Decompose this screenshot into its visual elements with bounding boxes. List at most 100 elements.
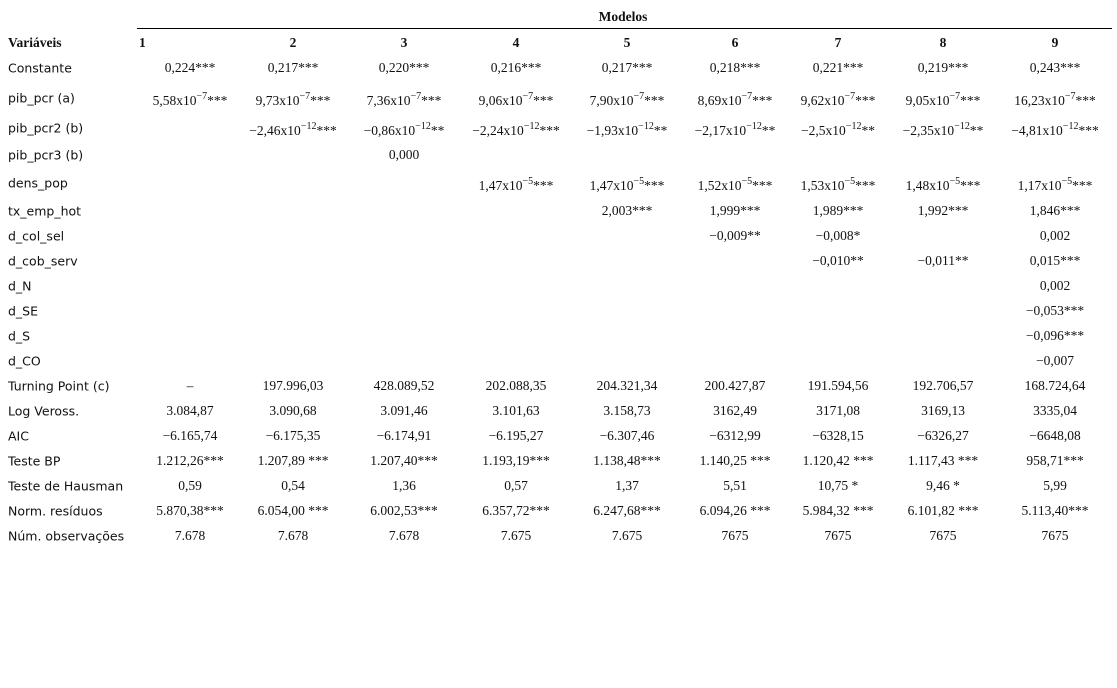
row-label: d_S [8,328,31,344]
significance: ** [761,123,776,138]
significance: *** [310,93,331,108]
column-header: 3 [400,35,408,50]
cell: 0,57 [504,478,528,493]
cell: 0,220*** [378,60,430,75]
exponent: −5 [949,176,961,187]
cell: −6312,99 [709,428,761,443]
cell: 1,36 [392,478,416,493]
exponent: −12 [954,121,970,132]
cell: 9,62x10−7*** [801,91,876,109]
cell: 5.870,38*** [156,503,224,518]
cell: 0,217*** [267,60,319,75]
exponent: −7 [844,91,856,102]
exponent: −7 [196,91,208,102]
row-label: Núm. observações [8,528,125,544]
cell: 5,58x10−7*** [153,91,228,109]
cell: −1,93x10−12** [587,121,668,139]
cell: 1.140,25 *** [699,453,771,468]
significance: *** [421,93,442,108]
cell: 204.321,34 [596,378,658,393]
significance: *** [1075,93,1096,108]
cell: 6.101,82 *** [907,503,979,518]
cell: 3.084,87 [166,403,214,418]
significance: ** [969,123,984,138]
row-label: d_N [8,278,32,294]
cell: 0,243*** [1029,60,1081,75]
significance: *** [207,93,228,108]
column-header: 5 [623,35,631,50]
cell: −0,010** [812,253,864,268]
column-header: Variáveis [8,35,62,50]
significance: *** [752,93,773,108]
cell: −6.174,91 [376,428,432,443]
cell: 6.002,53*** [370,503,438,518]
exponent: −12 [845,121,862,132]
cell: −2,35x10−12** [903,121,984,139]
cell: 3169,13 [921,403,965,418]
cell: 192.706,57 [912,378,974,393]
cell: 958,71*** [1026,453,1084,468]
cell: 1,37 [615,478,639,493]
cell: 8,69x10−7*** [698,91,773,109]
coefficient: −2,17x10 [694,123,747,138]
cell: −6.175,35 [265,428,321,443]
coefficient: −2,5x10 [801,123,846,138]
exponent: −5 [741,176,753,187]
coefficient: 16,23x10 [1014,93,1065,108]
exponent: −5 [1061,176,1073,187]
significance: *** [1078,123,1099,138]
cell: 1.138,48*** [593,453,661,468]
cell: 7.678 [388,528,420,543]
cell: −0,007 [1036,353,1074,368]
coefficient: 1,47x10 [589,178,634,193]
cell: 1.117,43 *** [907,453,979,468]
cell: 1,999*** [709,203,761,218]
cell: 1,53x10−5*** [801,176,876,194]
row-label: Log Veross. [8,403,80,419]
cell: 1,992*** [917,203,969,218]
cell: 16,23x10−7*** [1014,91,1096,109]
column-header: 6 [731,35,739,50]
coefficient: 5,58x10 [152,93,197,108]
cell: 5,99 [1043,478,1067,493]
coefficient: 1,17x10 [1017,178,1062,193]
significance: ** [653,123,668,138]
cell: 6.094,26 *** [699,503,771,518]
row-label: d_CO [8,353,41,369]
exponent: −7 [522,91,534,102]
cell: 3171,08 [816,403,860,418]
cell: 1,48x10−5*** [906,176,981,194]
cell: −0,009** [709,228,761,243]
cell: −0,011** [917,253,969,268]
coefficient: −1,93x10 [586,123,639,138]
cell: 0,224*** [164,60,216,75]
cell: 3335,04 [1033,403,1077,418]
cell: 0,002 [1039,278,1071,293]
cell: 1,17x10−5*** [1018,176,1093,194]
cell: 1,846*** [1029,203,1081,218]
exponent: −7 [949,91,961,102]
cell: 0,221*** [812,60,864,75]
cell: 7675 [824,528,852,543]
significance: *** [533,178,554,193]
cell: 0,59 [178,478,202,493]
row-label: Norm. resíduos [8,503,103,519]
cell: 7675 [1041,528,1069,543]
cell: 0,217*** [601,60,653,75]
row-label: pib_pcr2 (b) [8,120,84,136]
cell: 0,219*** [917,60,969,75]
cell: 197.996,03 [262,378,324,393]
coefficient: 9,73x10 [255,93,300,108]
cell: −0,008* [815,228,861,243]
cell: 5.984,32 *** [802,503,874,518]
coefficient: 7,36x10 [366,93,411,108]
column-header: 7 [834,35,842,50]
coefficient: 1,53x10 [800,178,845,193]
significance: *** [752,178,773,193]
cell: – [186,378,194,393]
significance: *** [855,93,876,108]
cell: 9,05x10−7*** [906,91,981,109]
row-label: Teste BP [8,453,61,469]
coefficient: 9,05x10 [905,93,950,108]
exponent: −5 [522,176,534,187]
